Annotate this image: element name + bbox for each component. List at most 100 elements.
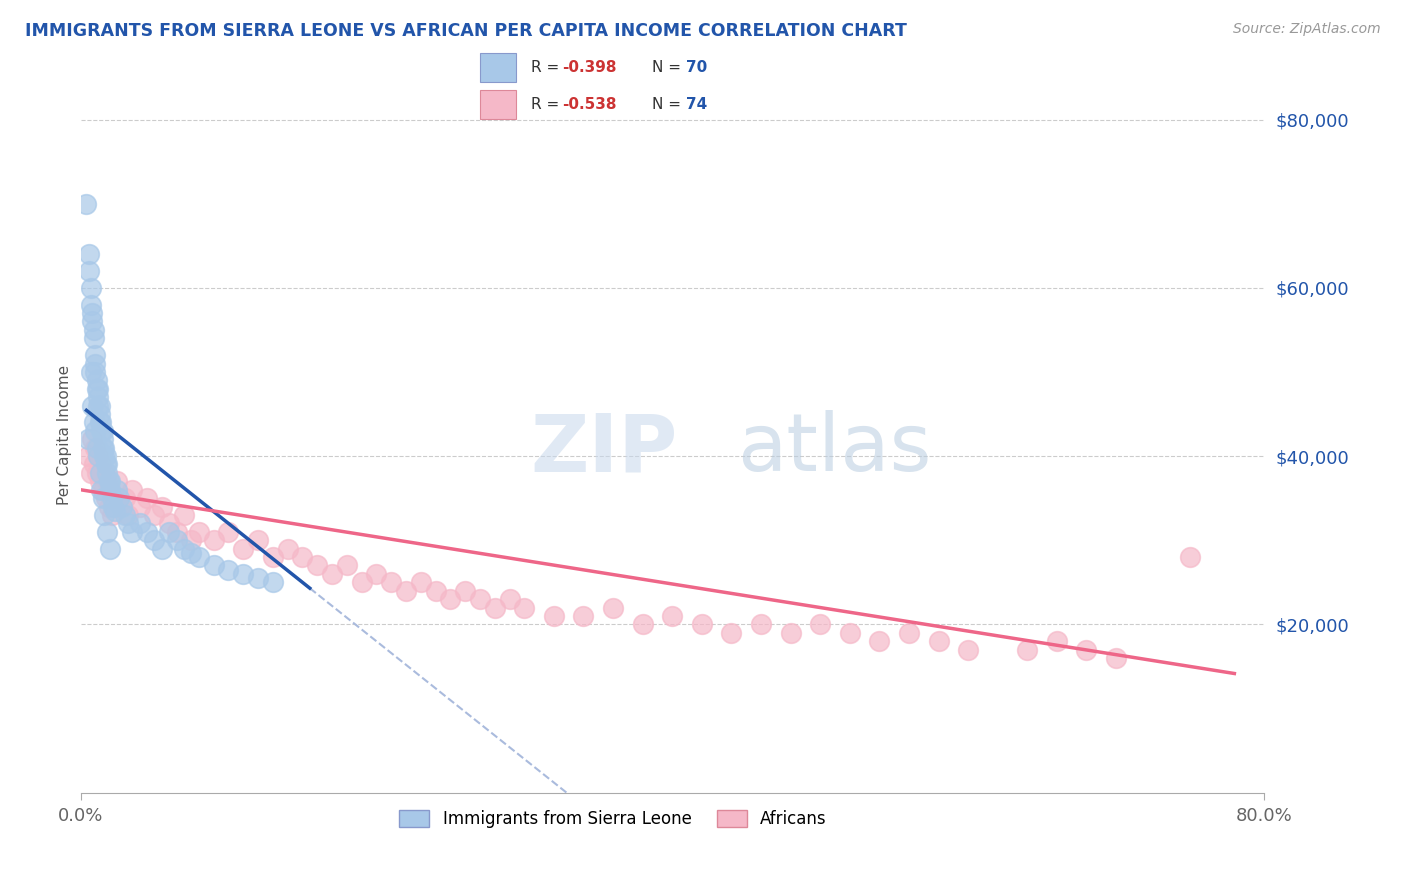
Point bbox=[572, 609, 595, 624]
Point bbox=[1017, 642, 1039, 657]
Point bbox=[97, 500, 120, 514]
Text: ZIP: ZIP bbox=[530, 410, 678, 488]
Point bbox=[180, 533, 202, 548]
Point bbox=[84, 441, 107, 455]
Point bbox=[80, 281, 103, 295]
Point bbox=[808, 617, 831, 632]
Point bbox=[96, 524, 118, 539]
Point bbox=[103, 504, 125, 518]
Point bbox=[350, 575, 373, 590]
Point bbox=[83, 323, 105, 337]
Point bbox=[87, 449, 110, 463]
Point bbox=[96, 475, 118, 489]
Point bbox=[247, 533, 270, 548]
Point bbox=[98, 483, 121, 497]
Point bbox=[277, 541, 299, 556]
Point bbox=[77, 449, 100, 463]
Point bbox=[217, 563, 239, 577]
Y-axis label: Per Capita Income: Per Capita Income bbox=[58, 365, 72, 505]
Point bbox=[80, 365, 103, 379]
Point bbox=[307, 558, 329, 573]
Point bbox=[187, 524, 209, 539]
Point bbox=[89, 475, 111, 489]
Point bbox=[498, 592, 520, 607]
Point bbox=[157, 524, 180, 539]
Point bbox=[84, 357, 107, 371]
Point bbox=[111, 500, 134, 514]
Point bbox=[779, 625, 801, 640]
Point bbox=[84, 424, 107, 438]
Point bbox=[425, 583, 447, 598]
Point bbox=[321, 566, 343, 581]
Point bbox=[82, 432, 104, 446]
Point bbox=[336, 558, 359, 573]
Point bbox=[928, 634, 950, 648]
Point bbox=[87, 449, 110, 463]
Point bbox=[720, 625, 742, 640]
Point bbox=[105, 500, 128, 514]
Point bbox=[91, 483, 114, 497]
Point bbox=[86, 373, 108, 387]
Point bbox=[439, 592, 461, 607]
Point bbox=[217, 524, 239, 539]
Point bbox=[291, 550, 314, 565]
Point bbox=[82, 399, 104, 413]
Point bbox=[107, 475, 129, 489]
Point bbox=[90, 424, 112, 438]
Point bbox=[128, 500, 150, 514]
Point bbox=[454, 583, 477, 598]
Bar bbox=[479, 90, 516, 120]
Point bbox=[117, 508, 139, 522]
Point bbox=[661, 609, 683, 624]
Point bbox=[173, 541, 195, 556]
Text: IMMIGRANTS FROM SIERRA LEONE VS AFRICAN PER CAPITA INCOME CORRELATION CHART: IMMIGRANTS FROM SIERRA LEONE VS AFRICAN … bbox=[25, 22, 907, 40]
Point bbox=[543, 609, 565, 624]
Point bbox=[232, 541, 254, 556]
Point bbox=[150, 541, 173, 556]
Point bbox=[93, 449, 115, 463]
Point bbox=[1046, 634, 1069, 648]
Point bbox=[957, 642, 980, 657]
Point bbox=[121, 524, 143, 539]
Point bbox=[90, 458, 112, 472]
Point bbox=[114, 491, 136, 505]
Point bbox=[121, 483, 143, 497]
Point bbox=[380, 575, 402, 590]
Point bbox=[77, 432, 100, 446]
Point bbox=[166, 524, 188, 539]
Point bbox=[80, 298, 103, 312]
Point bbox=[94, 449, 117, 463]
Point bbox=[90, 483, 112, 497]
Point bbox=[90, 416, 112, 430]
Point bbox=[1178, 550, 1201, 565]
Point bbox=[79, 264, 101, 278]
Point bbox=[173, 508, 195, 522]
Point bbox=[89, 416, 111, 430]
Point bbox=[86, 466, 108, 480]
Text: R =: R = bbox=[531, 97, 565, 112]
Point bbox=[1105, 651, 1128, 665]
Point bbox=[84, 348, 107, 362]
Point bbox=[262, 550, 284, 565]
Point bbox=[868, 634, 890, 648]
Text: 70: 70 bbox=[686, 60, 707, 75]
Point bbox=[1076, 642, 1098, 657]
Point bbox=[94, 458, 117, 472]
Point bbox=[157, 516, 180, 531]
Point bbox=[187, 550, 209, 565]
Point bbox=[86, 382, 108, 396]
Text: R =: R = bbox=[531, 60, 565, 75]
Point bbox=[83, 458, 105, 472]
Point bbox=[96, 466, 118, 480]
Point bbox=[86, 441, 108, 455]
Point bbox=[395, 583, 418, 598]
Point bbox=[93, 508, 115, 522]
Point bbox=[838, 625, 860, 640]
Text: -0.538: -0.538 bbox=[562, 97, 616, 112]
Point bbox=[94, 491, 117, 505]
Point bbox=[136, 491, 159, 505]
Point bbox=[98, 483, 121, 497]
Point bbox=[202, 533, 225, 548]
Point bbox=[100, 491, 122, 505]
Point bbox=[101, 491, 124, 505]
